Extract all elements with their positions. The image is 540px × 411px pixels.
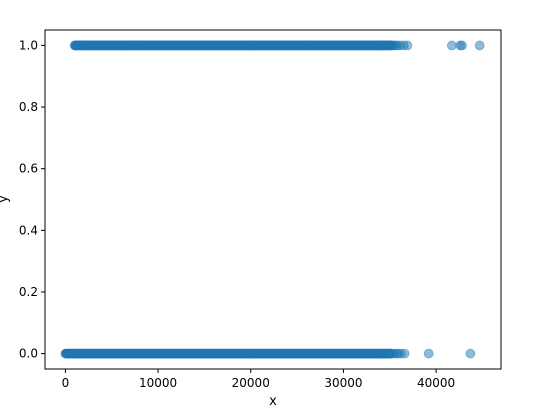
y-tick-label: 0.4 xyxy=(19,223,38,237)
data-point xyxy=(465,348,476,359)
y-tick-label: 0.2 xyxy=(19,285,38,299)
plot-frame xyxy=(44,29,502,370)
y-axis-label: y xyxy=(0,195,11,203)
data-points xyxy=(60,40,485,359)
y-tick-label: 0.6 xyxy=(19,162,38,176)
x-axis-label: x xyxy=(269,394,277,409)
y-tick-label: 0.8 xyxy=(19,100,38,114)
x-tick-label: 20000 xyxy=(232,376,270,390)
x-axis-ticks: 0 10000 20000 30000 40000 xyxy=(62,369,455,390)
x-tick-label: 10000 xyxy=(139,376,177,390)
data-point xyxy=(399,348,410,359)
x-tick-label: 0 xyxy=(62,376,70,390)
y-tick-label: 0.0 xyxy=(19,347,38,361)
y-tick-label: 1.0 xyxy=(19,38,38,52)
x-tick-label: 30000 xyxy=(324,376,362,390)
data-point xyxy=(474,40,485,51)
data-point xyxy=(457,40,467,51)
data-point xyxy=(446,40,457,51)
data-point xyxy=(402,40,413,51)
x-tick-label: 40000 xyxy=(417,376,455,390)
y-axis-ticks: 0.0 0.2 0.4 0.6 0.8 1.0 xyxy=(19,38,45,361)
data-point xyxy=(423,348,434,359)
